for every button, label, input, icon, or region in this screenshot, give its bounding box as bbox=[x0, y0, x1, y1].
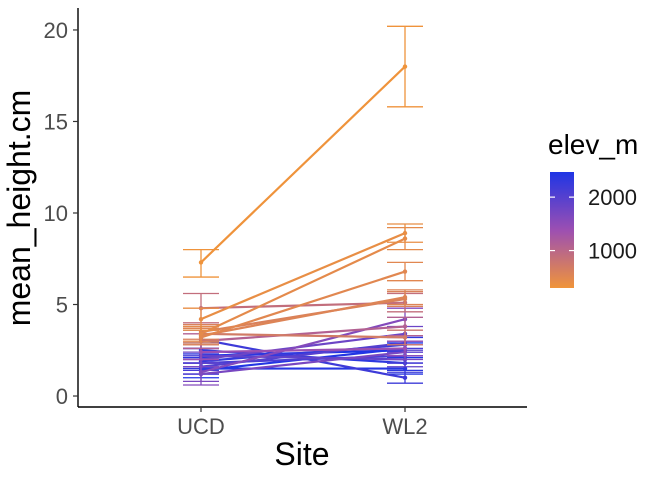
data-point bbox=[402, 324, 408, 329]
y-ticks: 0 5 10 15 20 bbox=[44, 18, 78, 409]
data-point bbox=[198, 316, 204, 322]
series-line bbox=[200, 232, 406, 321]
legend-colorbar bbox=[550, 172, 574, 288]
data-point bbox=[402, 294, 408, 300]
data-point bbox=[402, 64, 408, 69]
series-line bbox=[200, 296, 406, 337]
data-point bbox=[198, 370, 204, 375]
x-tick-label: UCD bbox=[177, 414, 225, 439]
data-point bbox=[402, 230, 408, 236]
data-point bbox=[402, 269, 408, 274]
plot-area bbox=[183, 25, 423, 386]
data-point bbox=[198, 331, 204, 336]
legend-break-label: 2000 bbox=[588, 185, 637, 210]
y-tick-label: 15 bbox=[44, 109, 68, 134]
y-tick-label: 10 bbox=[44, 201, 68, 226]
series-group bbox=[183, 223, 423, 331]
x-tick-label: WL2 bbox=[382, 414, 427, 439]
data-point bbox=[198, 349, 204, 355]
series-line bbox=[200, 325, 406, 343]
y-tick-label: 5 bbox=[56, 293, 68, 318]
y-tick-label: 0 bbox=[56, 384, 68, 409]
series-group bbox=[183, 316, 423, 350]
series-line bbox=[200, 237, 406, 335]
series-group bbox=[183, 25, 423, 278]
legend-break-label: 1000 bbox=[588, 239, 637, 264]
x-ticks: UCD WL2 bbox=[177, 407, 428, 439]
y-axis-title: mean_height.cm bbox=[1, 90, 37, 327]
legend-ticks: 2000 1000 bbox=[550, 185, 637, 264]
legend: elev_m 2000 1000 bbox=[548, 129, 638, 288]
data-point bbox=[198, 260, 204, 265]
x-axis-title: Site bbox=[274, 436, 329, 472]
data-point bbox=[402, 335, 408, 340]
y-tick-label: 20 bbox=[44, 18, 68, 43]
series-line bbox=[200, 270, 406, 339]
series-line bbox=[200, 332, 406, 339]
series-line bbox=[200, 350, 406, 376]
series-line bbox=[200, 65, 406, 264]
series-line bbox=[200, 347, 406, 354]
axes bbox=[77, 8, 527, 408]
legend-title: elev_m bbox=[548, 129, 638, 160]
series-line bbox=[200, 354, 406, 361]
data-point bbox=[402, 375, 408, 380]
data-point bbox=[402, 346, 408, 351]
series-group bbox=[183, 340, 423, 361]
